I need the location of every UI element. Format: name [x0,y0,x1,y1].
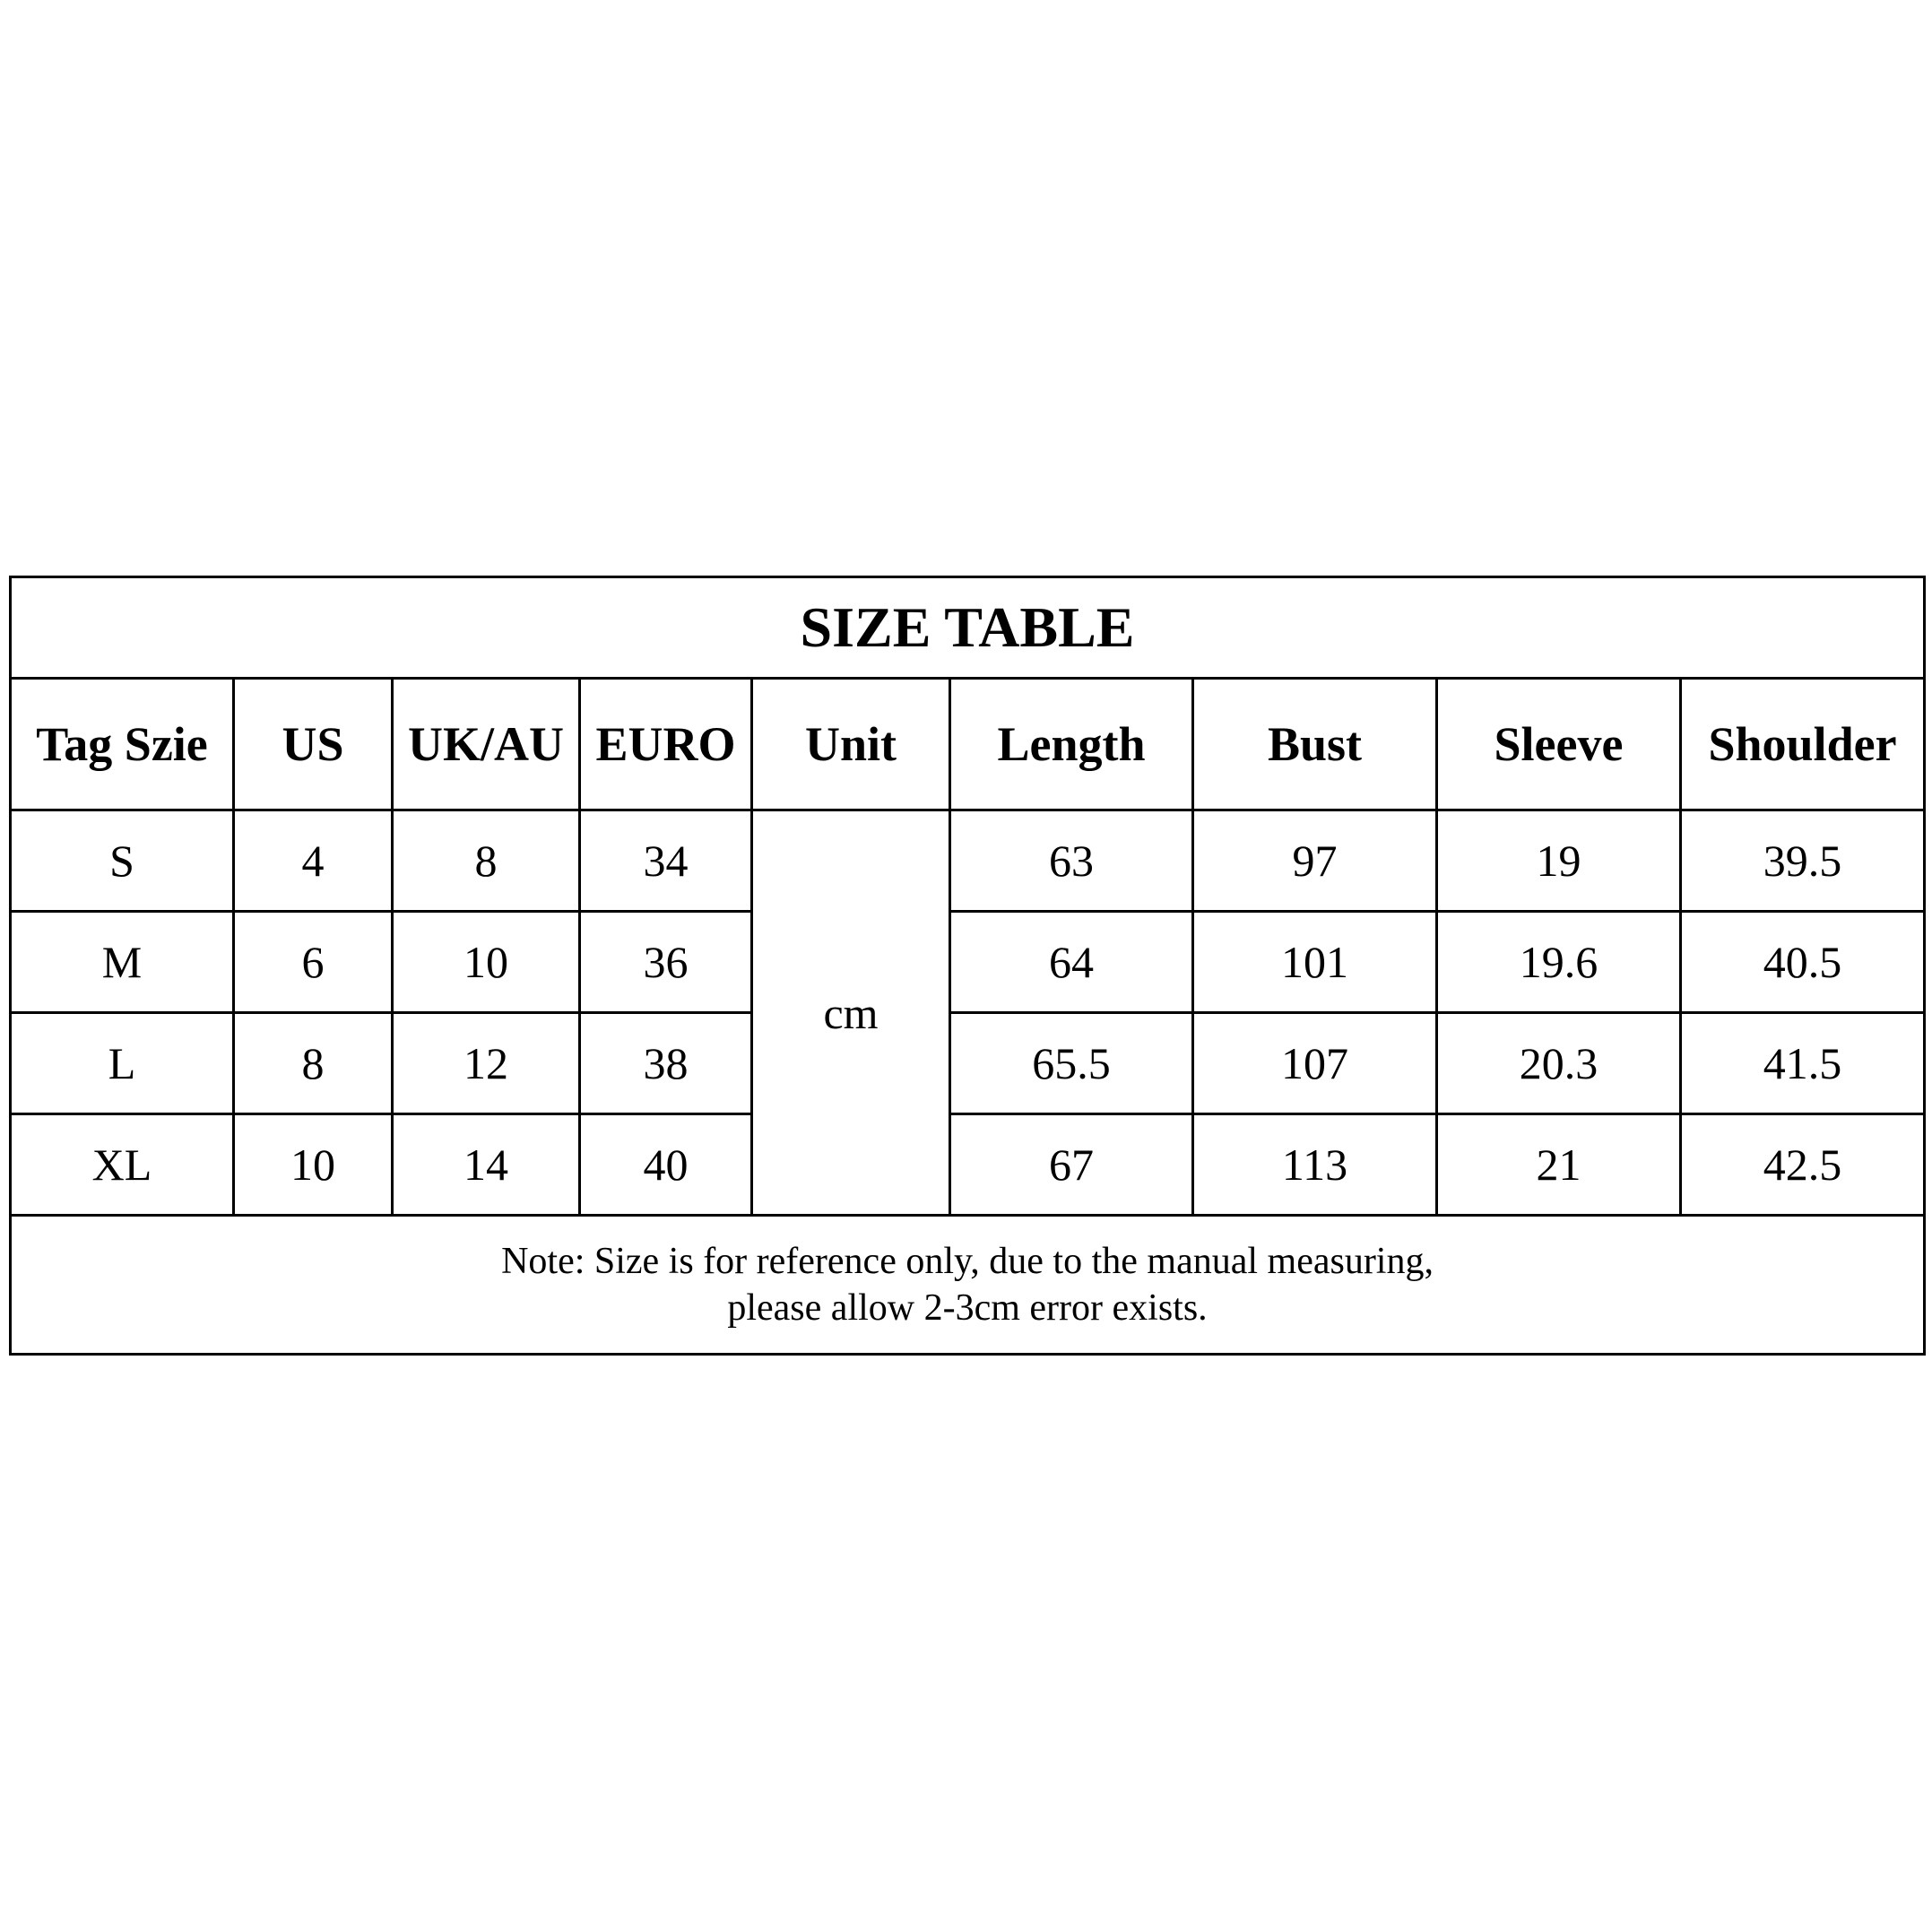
cell-uk: 14 [391,1113,581,1217]
header-uk-au: UK/AU [391,677,581,811]
cell-euro: 38 [578,1011,753,1115]
size-table: SIZE TABLE Tag Szie US UK/AU EURO Unit L… [8,576,1927,1356]
header-length: Length [949,677,1194,811]
table-row: L 8 12 38 65.5 107 20.3 41.5 [9,1011,1927,1115]
cell-shoulder: 40.5 [1678,910,1927,1014]
header-bust: Bust [1191,677,1438,811]
cell-euro: 36 [578,910,753,1014]
cell-bust: 101 [1191,910,1438,1014]
cell-us: 6 [232,910,394,1014]
cell-length: 67 [949,1113,1194,1217]
cell-shoulder: 41.5 [1678,1011,1927,1115]
cell-tag: XL [9,1113,235,1217]
cell-tag: L [9,1011,235,1115]
cell-length: 63 [949,809,1194,913]
cell-us: 10 [232,1113,394,1217]
table-row: M 6 10 36 64 101 19.6 40.5 [9,910,1927,1014]
cell-shoulder: 39.5 [1678,809,1927,913]
header-tag-size: Tag Szie [9,677,235,811]
cell-euro: 34 [578,809,753,913]
table-row: S 4 8 34 cm 63 97 19 39.5 [9,809,1927,1217]
unit-cell: cm [750,809,951,1217]
cell-us: 4 [232,809,394,913]
header-euro: EURO [578,677,753,811]
cell-shoulder: 42.5 [1678,1113,1927,1217]
cell-bust: 107 [1191,1011,1438,1115]
cell-bust: 97 [1191,809,1438,913]
cell-euro: 40 [578,1113,753,1217]
cell-length: 64 [949,910,1194,1014]
cell-tag: M [9,910,235,1014]
note-line-2: please allow 2-3cm error exists. [727,1287,1208,1329]
header-us: US [232,677,394,811]
cell-bust: 113 [1191,1113,1438,1217]
cell-uk: 8 [391,809,581,913]
cell-us: 8 [232,1011,394,1115]
cell-sleeve: 20.3 [1435,1011,1682,1115]
cell-tag: S [9,809,235,913]
note: Note: Size is for reference only, due to… [8,1214,1927,1356]
cell-length: 65.5 [949,1011,1194,1115]
header-sleeve: Sleeve [1435,677,1682,811]
header-shoulder: Shoulder [1678,677,1927,811]
header-unit: Unit [750,677,951,811]
table-title: SIZE TABLE [8,576,1927,680]
cell-sleeve: 21 [1435,1113,1682,1217]
cell-uk: 12 [391,1011,581,1115]
table-row: XL 10 14 40 67 113 21 42.5 [9,1113,1927,1217]
note-line-1: Note: Size is for reference only, due to… [501,1241,1434,1282]
cell-sleeve: 19 [1435,809,1682,913]
cell-uk: 10 [391,910,581,1014]
cell-sleeve: 19.6 [1435,910,1682,1014]
header-row: Tag Szie US UK/AU EURO Unit Length Bust … [9,677,1927,811]
